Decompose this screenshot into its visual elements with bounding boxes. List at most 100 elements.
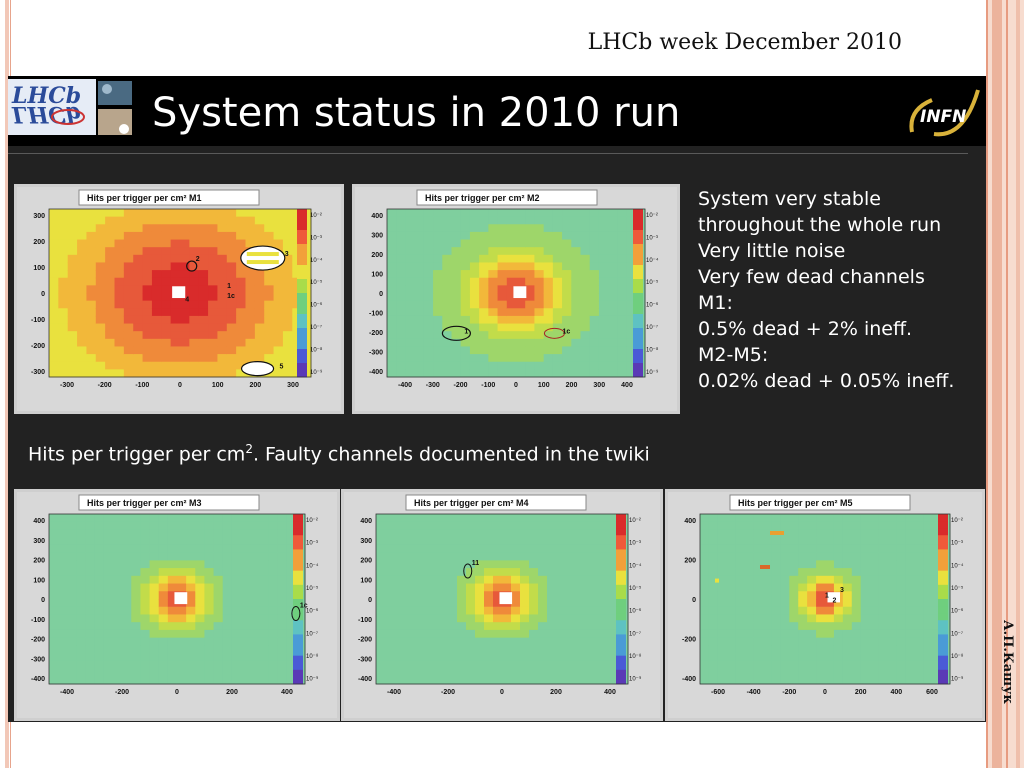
colorbar-tick-label: 10⁻⁷ (951, 630, 963, 637)
colorbar-tick-label: 10⁻⁷ (629, 630, 641, 637)
y-tick-label: -400 (358, 676, 372, 683)
status-line: Very few dead channels (698, 266, 925, 288)
x-tick-label: 100 (538, 382, 550, 389)
x-tick-label: -100 (481, 382, 495, 389)
colorbar-tick-label: 10⁻⁴ (951, 562, 964, 569)
status-line: M1: (698, 292, 733, 314)
colorbar-tick-label: 10⁻² (306, 518, 318, 524)
y-tick-label: -300 (369, 350, 383, 357)
colorbar (297, 209, 307, 378)
plot-title: Hits per trigger per cm² M1 (87, 193, 202, 203)
colorbar-tick-label: 10⁻³ (629, 541, 641, 547)
heatmap-cells (49, 514, 306, 685)
y-tick-label: -100 (358, 617, 372, 624)
status-line: Very little noise (698, 240, 846, 262)
colorbar-tick-label: 10⁻⁶ (306, 608, 319, 615)
x-tick-label: 300 (287, 382, 299, 389)
status-line: M2-M5: (698, 344, 769, 366)
colorbar-tick-label: 10⁻⁸ (306, 653, 319, 660)
plot-m2: Hits per trigger per cm² M2 10⁻² 10⁻³ 10⁻⁴ 1… (352, 184, 680, 414)
colorbar-tick-label: 10⁻⁴ (306, 562, 319, 569)
colorbar-tick-label: 10⁻⁹ (310, 369, 323, 376)
annotation-label: 11 (472, 560, 480, 567)
status-line: throughout the whole run (698, 214, 942, 236)
y-tick-label: 0 (41, 597, 45, 604)
x-tick-label: 400 (621, 382, 633, 389)
colorbar-tick-label: 10⁻⁸ (310, 346, 323, 353)
y-tick-label: 200 (371, 252, 383, 259)
colorbar-tick-label: 10⁻³ (310, 235, 322, 241)
status-text: System very stable throughout the whole … (698, 186, 978, 394)
colorbar-tick-label: 10⁻⁷ (310, 324, 322, 331)
colorbar-tick-label: 10⁻⁶ (951, 608, 964, 615)
x-tick-label: 200 (249, 382, 261, 389)
colorbar-tick-label: 10⁻⁹ (951, 676, 964, 683)
infn-logo: INFN (904, 80, 984, 142)
infn-logo-text: INFN (920, 107, 966, 127)
x-tick-label: 200 (550, 689, 562, 696)
colorbar-tick-label: 10⁻⁵ (629, 585, 642, 592)
colorbar (633, 209, 643, 378)
left-decoration (5, 0, 9, 768)
status-line: 0.02% dead + 0.05% ineff. (698, 370, 955, 392)
annotation-label: 1 (227, 283, 231, 290)
colorbar-tick-label: 10⁻⁸ (646, 346, 659, 353)
x-tick-label: 100 (212, 382, 224, 389)
colorbar (938, 514, 948, 685)
annotation-label: 1 (825, 592, 829, 599)
x-tick-label: 200 (855, 689, 867, 696)
x-tick-label: -200 (782, 689, 796, 696)
side-author-text: А.П.Кашук (1000, 620, 1015, 704)
y-tick-label: 0 (692, 597, 696, 604)
colorbar (616, 514, 626, 685)
plot-title-box (729, 494, 911, 511)
x-tick-label: 400 (281, 689, 293, 696)
svg-text:LHCb: LHCb (11, 101, 81, 127)
y-tick-label: 200 (360, 558, 372, 565)
x-tick-label: 0 (500, 689, 504, 696)
y-tick-label: 0 (41, 291, 45, 298)
y-tick-label: -100 (369, 311, 383, 318)
side-author: А.П.Кашук (990, 620, 1020, 730)
colorbar-tick-label: 10⁻⁶ (310, 302, 323, 309)
y-tick-label: -300 (31, 656, 45, 663)
x-tick-label: 300 (593, 382, 605, 389)
beam-hole (499, 592, 513, 605)
y-tick-label: -300 (31, 369, 45, 376)
y-tick-label: -100 (31, 317, 45, 324)
lhcb-logo: LHCb LHCb (8, 79, 136, 137)
plot-title-box (416, 189, 598, 206)
colorbar-tick-label: 10⁻⁵ (951, 585, 964, 592)
x-tick-label: 0 (175, 689, 179, 696)
colorbar-tick-label: 10⁻⁶ (629, 608, 642, 615)
x-tick-label: -200 (453, 382, 467, 389)
plot-title-box (78, 189, 260, 206)
x-tick-label: 200 (566, 382, 578, 389)
x-tick-label: 400 (604, 689, 616, 696)
x-tick-label: -200 (441, 689, 455, 696)
status-line: System very stable (698, 188, 881, 210)
svg-text:LHCb: LHCb (11, 83, 81, 109)
x-tick-label: 0 (178, 382, 182, 389)
x-tick-label: -400 (60, 689, 74, 696)
caption-sup: 2 (245, 442, 253, 456)
y-tick-label: -200 (358, 637, 372, 644)
colorbar-tick-label: 10⁻⁴ (646, 257, 659, 264)
annotation-label: 2 (196, 256, 200, 263)
title-divider (8, 153, 968, 154)
y-tick-label: 300 (33, 538, 45, 545)
right-decoration-strip (986, 0, 1024, 768)
x-tick-label: 600 (926, 689, 938, 696)
plot-m3: Hits per trigger per cm² M3 10⁻² 10⁻³ 10⁻⁴ 1… (14, 489, 340, 721)
y-tick-label: -400 (682, 676, 696, 683)
colorbar-tick-label: 10⁻³ (646, 235, 658, 241)
annotation-label: 1c (300, 603, 308, 610)
y-tick-label: 200 (684, 558, 696, 565)
heatmap-cells (387, 209, 646, 378)
y-tick-label: -400 (369, 369, 383, 376)
colorbar-tick-label: 10⁻² (646, 213, 658, 219)
x-tick-label: -400 (387, 689, 401, 696)
caption-suffix: . Faulty channels documented in the twik… (252, 443, 650, 466)
y-tick-label: 100 (33, 577, 45, 584)
y-tick-label: 0 (379, 291, 383, 298)
